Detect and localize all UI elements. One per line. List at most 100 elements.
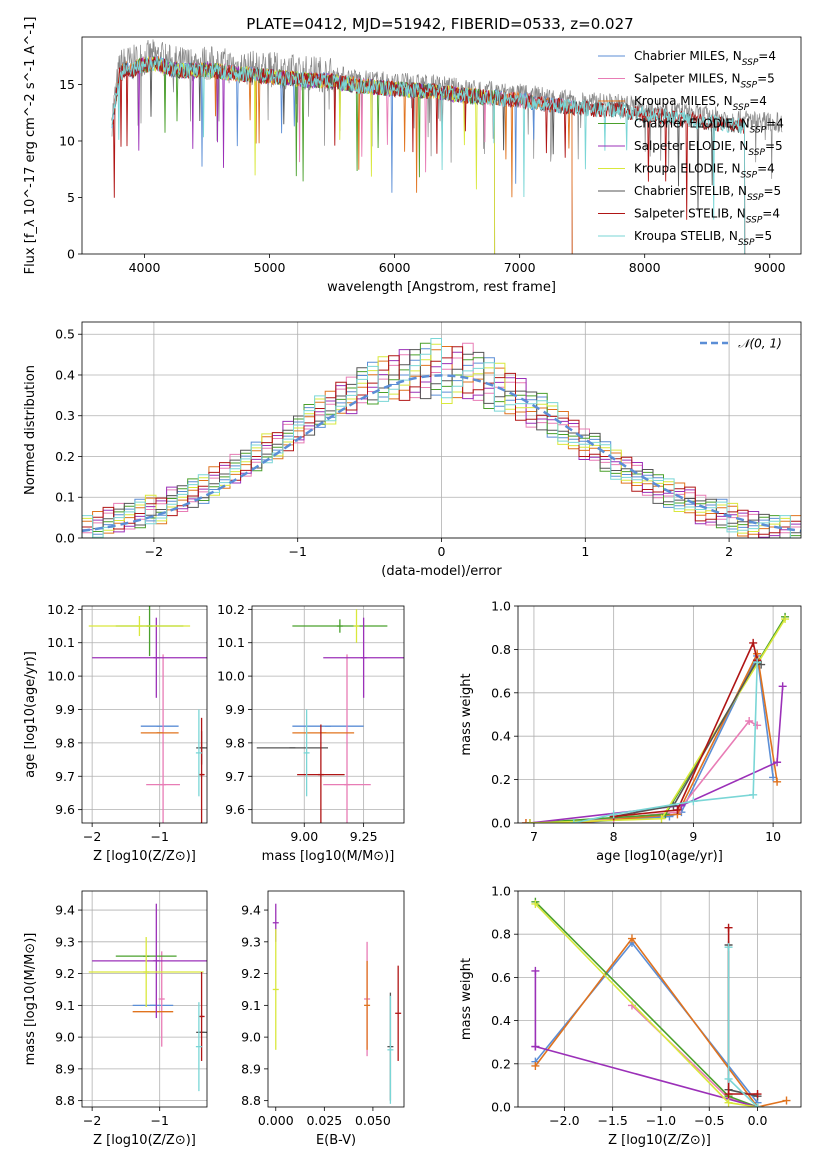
- legend-entry: Chabrier ELODIE, NSSP=4: [634, 117, 784, 136]
- legend-subscript: SSP: [748, 148, 765, 158]
- plus-marker: [569, 819, 578, 823]
- legend-entry: Chabrier STELIB, NSSP=5: [634, 184, 781, 203]
- massweight-vs-z-panel: −2.0 −1.5 −1.0 −0.5 0.0 0.0 0.2 0.4 0.6 0.8 1.0 Z […: [459, 884, 802, 1148]
- plus-marker: [673, 805, 682, 814]
- y-tick-label: 0.4: [491, 1013, 511, 1028]
- errorbar-point: [92, 903, 207, 1019]
- normal-curve: [82, 374, 801, 533]
- errorbar-point: [387, 995, 394, 1104]
- y-tick-label: 8.8: [241, 1093, 261, 1108]
- y-tick-label: 9.0: [55, 1030, 75, 1045]
- y-tick-label: 9.6: [55, 802, 75, 817]
- y-tick-label: 0.0: [491, 1100, 511, 1115]
- y-tick-label: 0.8: [491, 642, 511, 657]
- plus-marker: [657, 814, 666, 823]
- age-vs-mass-panel: 9.00 9.25 9.6 9.7 9.8 9.9 10.0 10.1 10.2 mass [lo…: [217, 602, 405, 864]
- plot-area: [272, 903, 402, 1104]
- plus-marker: [724, 923, 733, 932]
- y-tick-label: 0.8: [491, 927, 511, 942]
- plus-marker: [781, 615, 790, 624]
- errorbar-point: [272, 929, 279, 1050]
- plus-marker: [778, 682, 787, 691]
- plus-marker: [773, 758, 782, 767]
- y-tick-label: 9.9: [55, 702, 75, 717]
- x-tick-label: −1.0: [646, 1113, 676, 1128]
- legend-value: =5: [764, 184, 782, 198]
- y-axis-label: age [log10(age/yr)]: [23, 651, 38, 778]
- legend-entry: Salpeter STELIB, NSSP=4: [634, 207, 780, 226]
- errorbar-point: [292, 619, 388, 633]
- axes-frame: [267, 890, 405, 1108]
- y-tick-label: 9.4: [55, 903, 75, 918]
- legend-subscript: SSP: [742, 58, 759, 68]
- figure-title: PLATE=0412, MJD=51942, FIBERID=0533, z=0…: [246, 15, 633, 33]
- legend-subscript: SSP: [741, 171, 758, 181]
- y-tick-label: 9.2: [241, 966, 261, 981]
- legend-value: =4: [749, 94, 767, 108]
- legend-value: =4: [766, 117, 784, 131]
- plus-marker: [745, 717, 754, 726]
- errorbar-point: [353, 609, 360, 643]
- errorbar-point: [323, 654, 371, 823]
- errorbar-point: [195, 1002, 202, 1092]
- plus-marker: [689, 797, 698, 806]
- legend-subscript: SSP: [738, 238, 755, 248]
- plus-marker: [609, 810, 618, 819]
- mass-weight-line: [529, 616, 786, 823]
- x-tick-label: 7: [530, 829, 538, 844]
- y-tick-label: 0.4: [55, 367, 75, 382]
- x-axis-label: age [log10(age/yr)]: [596, 849, 723, 864]
- x-tick-label: 0.0: [748, 1113, 768, 1128]
- x-tick-label: −1: [288, 544, 306, 559]
- x-axis-label: E(B-V): [316, 1133, 356, 1148]
- plot-area: [88, 903, 207, 1092]
- y-tick-label: 0.4: [491, 729, 511, 744]
- y-tick-label: 9.1: [241, 998, 261, 1013]
- y-tick-label: 0.6: [491, 970, 511, 985]
- legend-value: =5: [754, 229, 772, 243]
- x-tick-label: 1: [581, 544, 589, 559]
- x-axis-label: Z [log10(Z/Z⊙)]: [93, 849, 196, 864]
- y-tick-label: 10.1: [217, 635, 245, 650]
- plot-area: [88, 606, 207, 823]
- legend-entry: 𝒩(0, 1): [738, 337, 782, 351]
- x-axis-label: Z [log10(Z/Z⊙)]: [93, 1133, 196, 1148]
- x-tick-label: 9.25: [350, 829, 378, 844]
- legend-value: =4: [758, 49, 776, 63]
- y-tick-label: 5: [67, 190, 75, 205]
- y-axis-label: mass weight: [459, 958, 474, 1040]
- legend-value: =5: [765, 139, 783, 153]
- axes-frame: [81, 605, 208, 824]
- x-tick-label: −2.0: [549, 1113, 579, 1128]
- legend-entry: Chabrier MILES, NSSP=4: [634, 49, 776, 68]
- y-tick-label: 9.3: [241, 934, 261, 949]
- plus-marker: [724, 1098, 733, 1107]
- x-axis-label: (data-model)/error: [381, 564, 502, 579]
- mass-weight-line: [526, 651, 778, 823]
- mass-weight-line: [534, 970, 758, 1107]
- legend-subscript: SSP: [747, 193, 764, 203]
- legend-value: =4: [757, 162, 775, 176]
- grid-layer: [82, 606, 207, 823]
- errorbar-point: [364, 960, 371, 1050]
- y-tick-label: 0.2: [491, 772, 511, 787]
- x-tick-label: 8000: [629, 260, 661, 275]
- plus-marker: [773, 777, 782, 786]
- y-tick-label: 15: [59, 77, 75, 92]
- plus-marker: [753, 1090, 762, 1099]
- grid-layer: [252, 606, 404, 823]
- errorbar-point: [303, 709, 310, 797]
- y-tick-label: 9.8: [55, 735, 75, 750]
- errorbar-point: [88, 616, 191, 637]
- errorbar-point: [88, 937, 204, 1007]
- legend-entry: Kroupa ELODIE, NSSP=4: [634, 162, 775, 181]
- y-tick-label: 9.7: [55, 769, 75, 784]
- y-tick-label: 9.0: [241, 1030, 261, 1045]
- plus-marker: [724, 1074, 733, 1083]
- axes-frame: [517, 605, 802, 824]
- y-axis-label: Normed distribution: [23, 365, 38, 495]
- x-tick-label: 0.000: [258, 1113, 294, 1128]
- plus-marker: [627, 934, 636, 943]
- legend-value: =5: [757, 72, 775, 86]
